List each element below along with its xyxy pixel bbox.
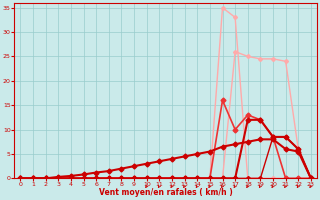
X-axis label: Vent moyen/en rafales ( km/h ): Vent moyen/en rafales ( km/h ) xyxy=(99,188,233,197)
